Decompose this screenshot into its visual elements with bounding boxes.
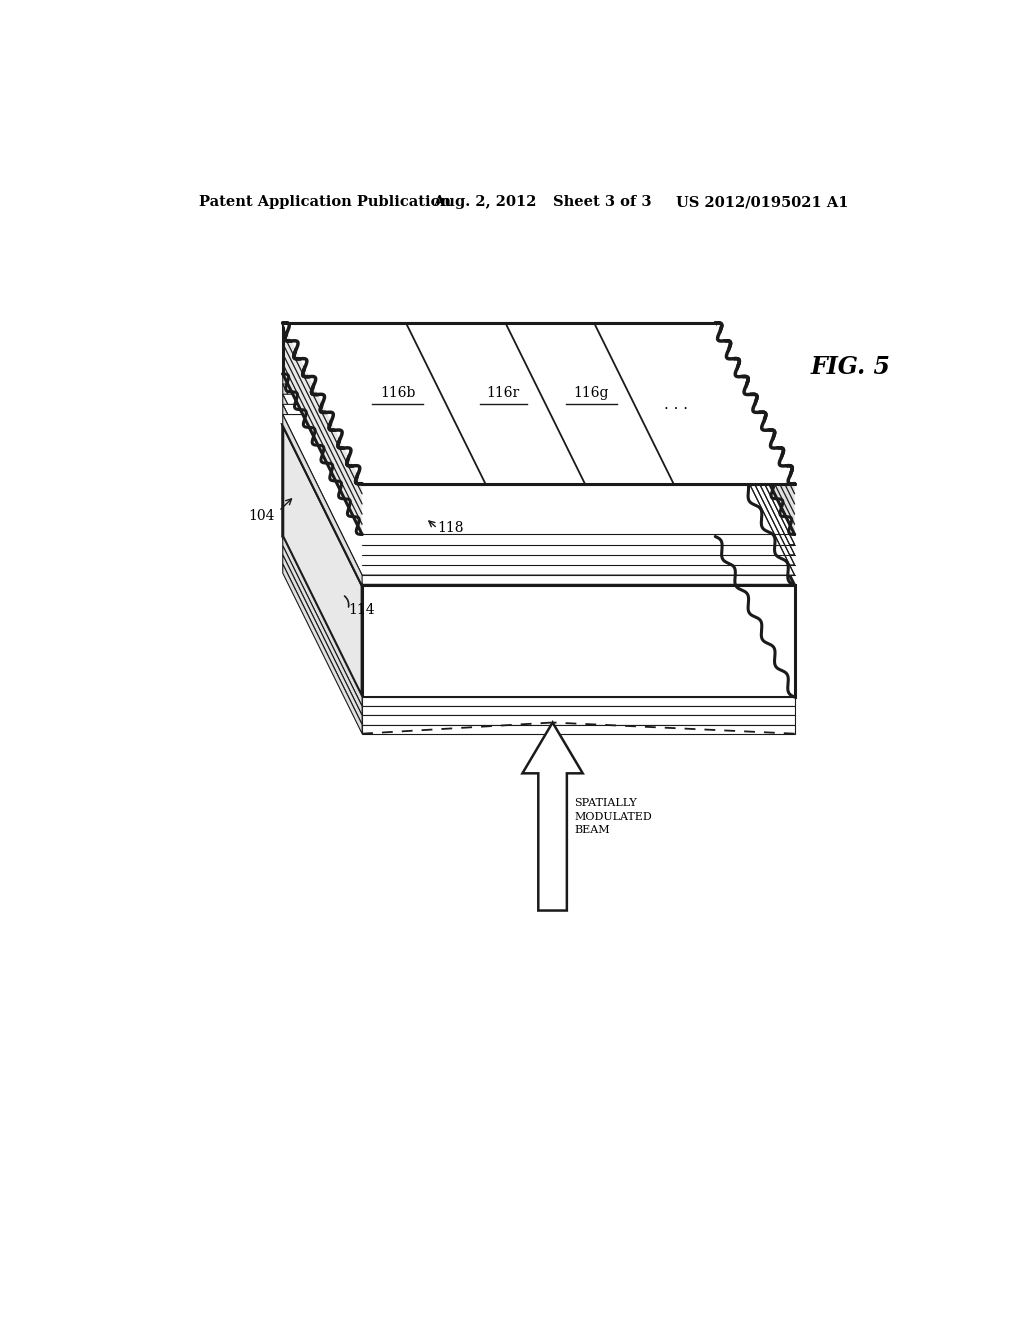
Text: . . .: . . . [664,399,687,412]
Polygon shape [283,404,362,576]
Polygon shape [362,715,795,725]
Polygon shape [283,425,362,697]
Text: Sheet 3 of 3: Sheet 3 of 3 [553,195,651,209]
Polygon shape [362,706,795,715]
Polygon shape [283,395,362,565]
Polygon shape [283,395,795,554]
Polygon shape [283,374,795,535]
Text: 116b: 116b [380,387,416,400]
Text: 104: 104 [248,510,274,523]
Text: 116r: 116r [486,387,520,400]
Polygon shape [522,722,583,911]
Polygon shape [283,323,362,535]
Polygon shape [283,414,362,585]
Text: US 2012/0195021 A1: US 2012/0195021 A1 [676,195,848,209]
Polygon shape [283,384,362,554]
Text: Aug. 2, 2012: Aug. 2, 2012 [433,195,537,209]
Polygon shape [283,404,795,565]
Text: 114: 114 [348,603,375,616]
Text: SPATIALLY
MODULATED
BEAM: SPATIALLY MODULATED BEAM [574,799,651,834]
Polygon shape [283,425,795,585]
Polygon shape [362,697,795,706]
Polygon shape [283,384,795,545]
Polygon shape [283,374,362,545]
Polygon shape [283,323,795,483]
Text: Patent Application Publication: Patent Application Publication [200,195,452,209]
Text: 118: 118 [437,521,464,536]
Polygon shape [283,554,362,725]
Polygon shape [715,323,795,535]
Polygon shape [362,725,795,734]
Text: FIG. 5: FIG. 5 [811,355,891,379]
Polygon shape [283,536,362,706]
Polygon shape [283,545,362,715]
Polygon shape [283,323,795,483]
Text: 116g: 116g [573,387,609,400]
Polygon shape [283,414,795,576]
Polygon shape [283,564,362,734]
Polygon shape [362,585,795,697]
